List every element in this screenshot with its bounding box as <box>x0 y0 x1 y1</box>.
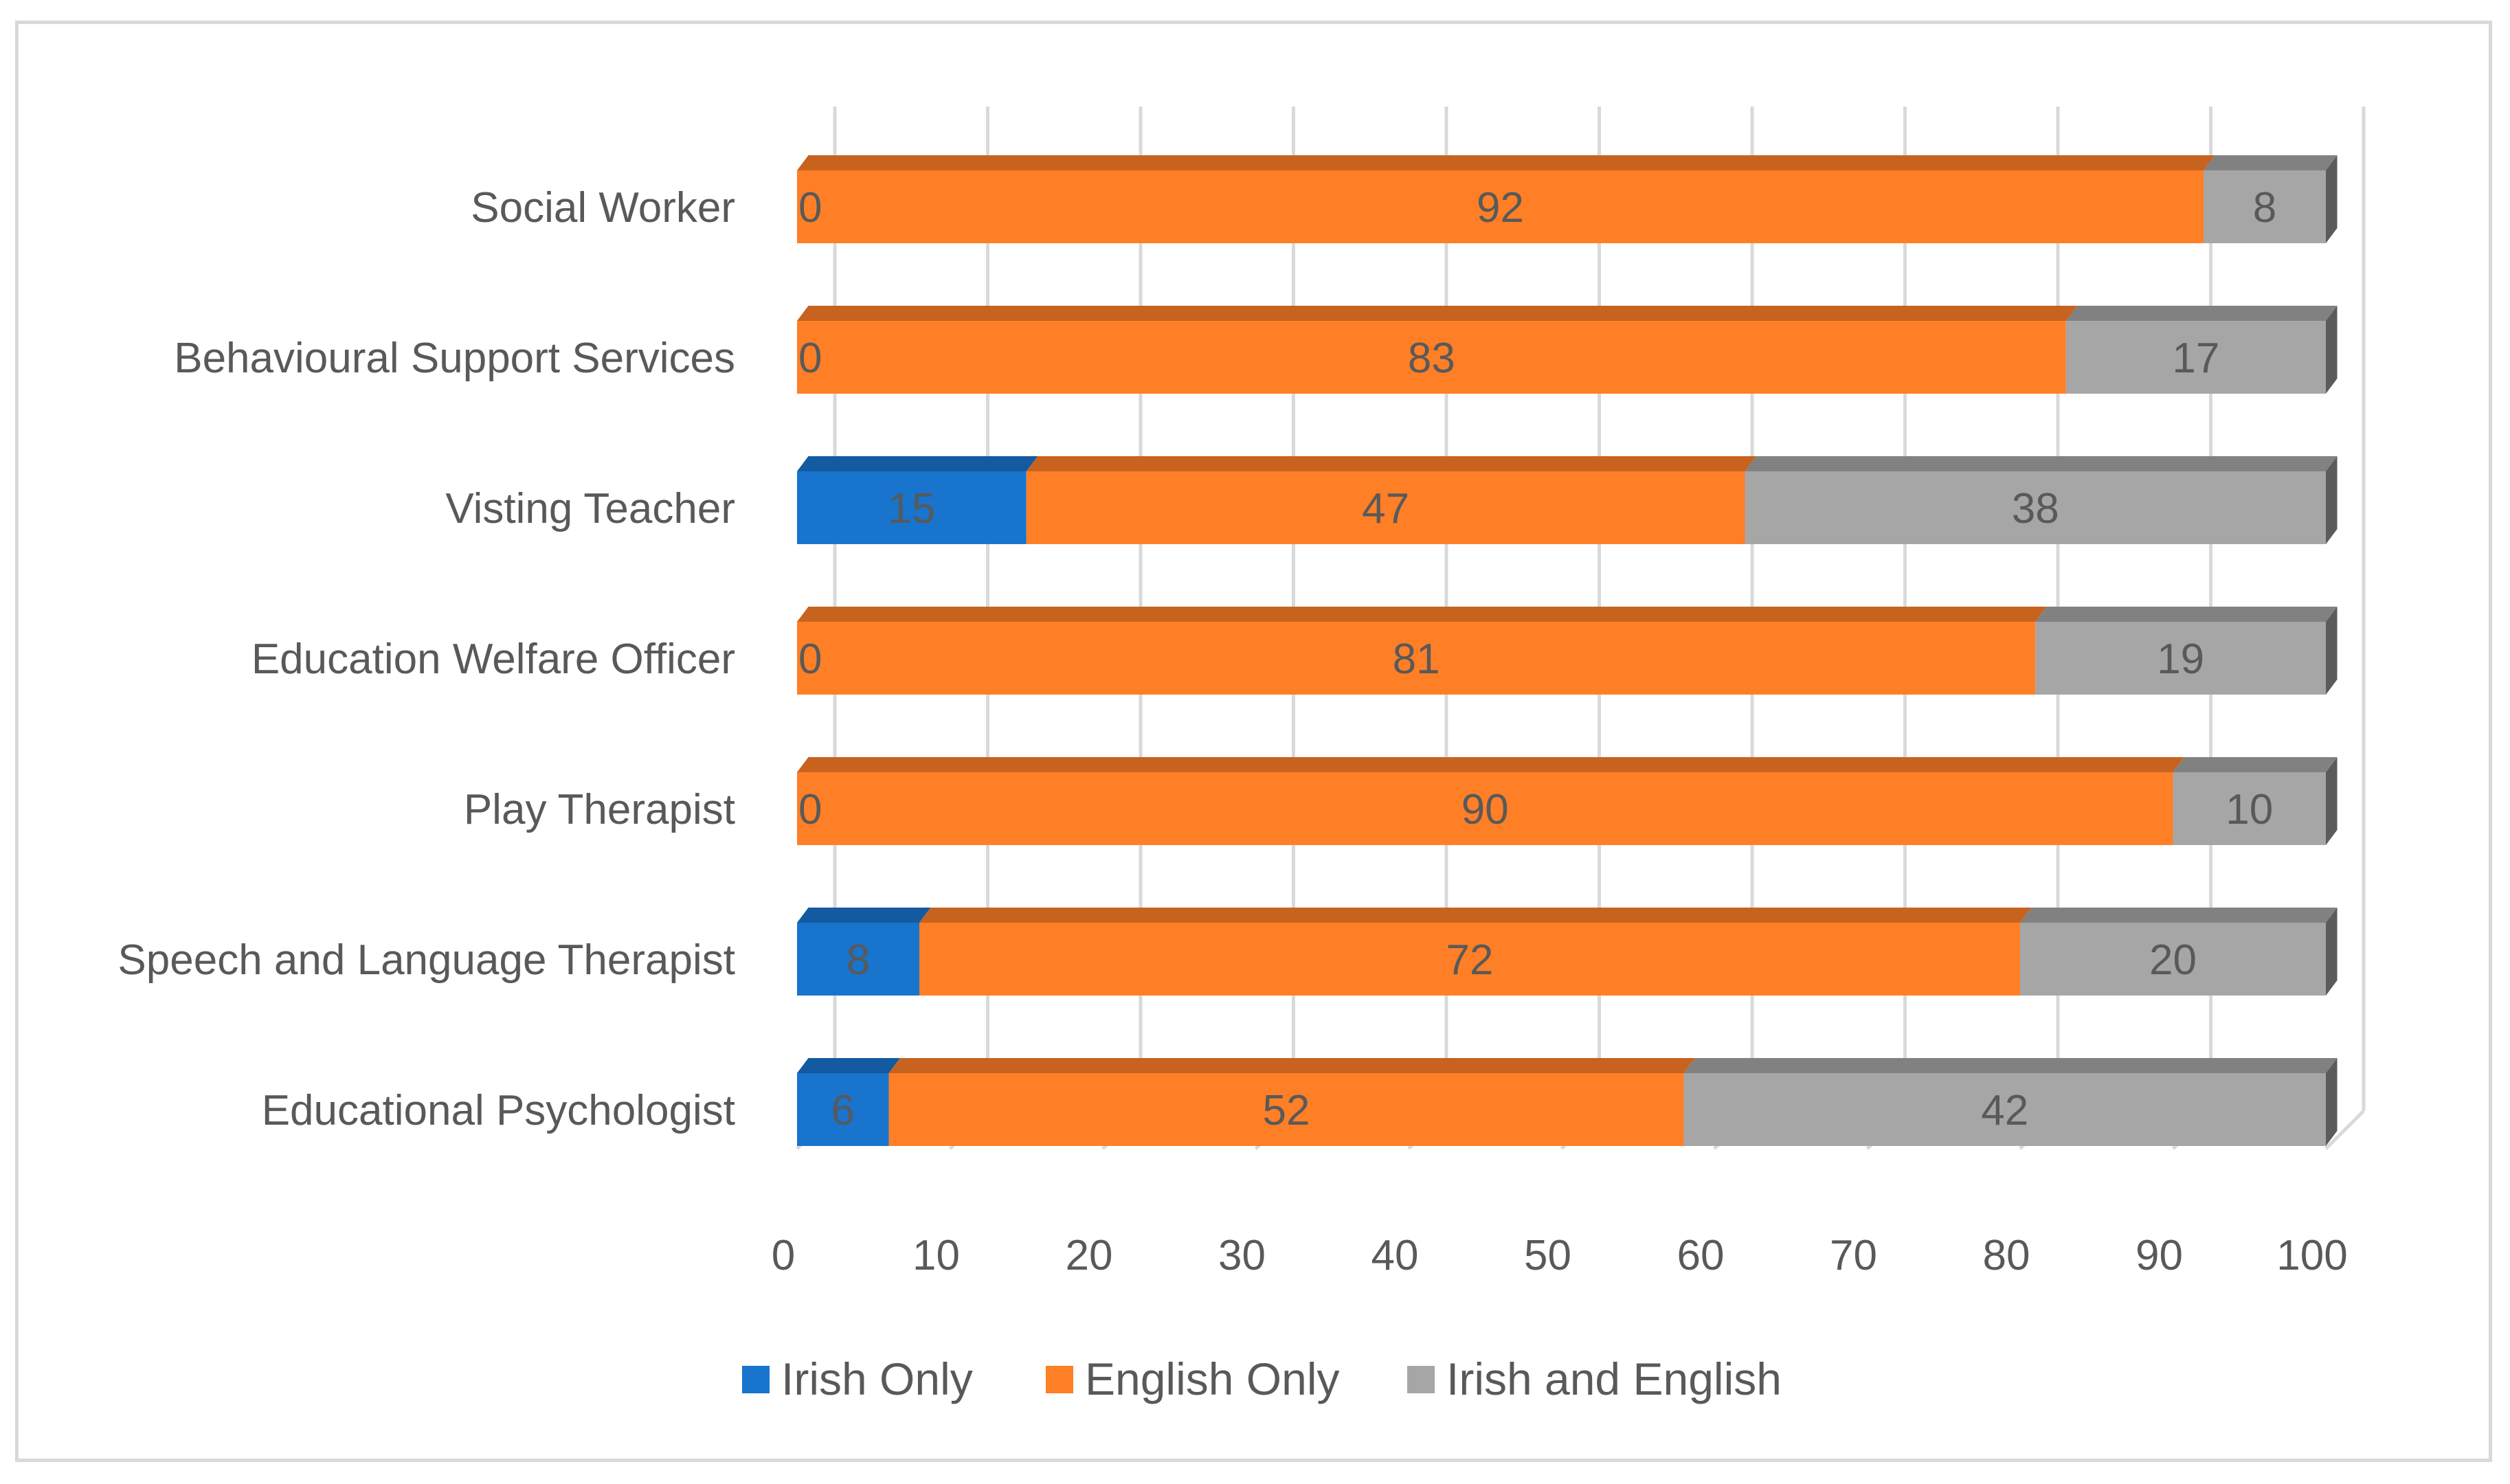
bar-top-face <box>888 1058 1695 1073</box>
legend-swatch <box>1046 1366 1073 1393</box>
data-label: 10 <box>2226 786 2273 833</box>
floor-gridline <box>2324 1110 2365 1150</box>
bar-segment <box>888 1073 1684 1146</box>
legend-label: Irish Only <box>781 1353 973 1404</box>
category-label: Behavioural Support Services <box>174 335 735 382</box>
bar-segment <box>797 923 919 996</box>
bar-segment <box>919 923 2020 996</box>
bar-side-face <box>2326 607 2338 695</box>
data-label: 0 <box>798 184 822 232</box>
x-tick-label: 100 <box>2276 1232 2347 1279</box>
bar-top-face <box>2065 306 2338 321</box>
x-tick-label: 20 <box>1066 1232 1113 1279</box>
x-tick-label: 10 <box>912 1232 960 1279</box>
bar-side-face <box>2326 456 2338 544</box>
bar-segment <box>2204 170 2326 243</box>
data-label: 20 <box>2149 936 2197 984</box>
labels-layer: 6 52 42 Educational Psychologist 8 72 20 Speech… <box>117 184 2276 1134</box>
bar-top-face <box>797 908 931 923</box>
data-label: 92 <box>1477 184 1524 232</box>
bar-top-face <box>797 306 2078 321</box>
x-tick-label: 30 <box>1218 1232 1266 1279</box>
x-tick-label: 40 <box>1371 1232 1419 1279</box>
category-label: Social Worker <box>471 184 735 232</box>
bar-segment <box>797 471 1027 544</box>
data-label: 72 <box>1446 936 1494 984</box>
legend: Irish Only English Only Irish and English <box>742 1353 1782 1404</box>
data-label: 15 <box>888 485 935 532</box>
data-label: 42 <box>1981 1087 2028 1134</box>
legend-swatch <box>1407 1366 1435 1393</box>
x-tick-label: 60 <box>1677 1232 1725 1279</box>
bar-segment <box>797 772 2173 845</box>
x-tick-label: 90 <box>2136 1232 2183 1279</box>
data-label: 8 <box>2253 184 2276 232</box>
bar-segment <box>797 1073 889 1146</box>
bar-segment <box>797 170 2204 243</box>
bar-segment <box>1026 471 1745 544</box>
data-label: 6 <box>831 1087 855 1134</box>
bar-top-face <box>2204 155 2338 170</box>
bar-top-face <box>797 1058 900 1073</box>
bar-top-face <box>797 456 1038 471</box>
bars-layer <box>797 155 2338 1146</box>
x-tick-label: 50 <box>1524 1232 1571 1279</box>
data-label: 19 <box>2157 636 2204 683</box>
legend-swatch <box>742 1366 770 1393</box>
legend-label: Irish and English <box>1446 1353 1782 1404</box>
bar-segment <box>797 622 2036 695</box>
x-tick-label: 80 <box>1983 1232 2030 1279</box>
bar-top-face <box>1683 1058 2338 1073</box>
bar-top-face <box>2173 757 2338 772</box>
data-label: 38 <box>2012 485 2059 532</box>
bar-top-face <box>797 757 2184 772</box>
bar-side-face <box>2326 1058 2338 1146</box>
bar-side-face <box>2326 155 2338 243</box>
data-label: 81 <box>1393 636 1440 683</box>
data-label: 0 <box>798 335 822 382</box>
bar-top-face <box>919 908 2032 923</box>
data-label: 17 <box>2172 335 2219 382</box>
category-label: Play Therapist <box>464 786 735 833</box>
bar-side-face <box>2326 306 2338 394</box>
bar-segment <box>2035 622 2326 695</box>
category-label: Education Welfare Officer <box>251 636 735 683</box>
category-label: Speech and Language Therapist <box>117 936 735 984</box>
bar-segment <box>2173 772 2326 845</box>
data-label: 47 <box>1362 485 1409 532</box>
data-label: 0 <box>798 786 822 833</box>
bar-segment <box>1745 471 2326 544</box>
data-label: 52 <box>1263 1087 1310 1134</box>
data-label: 0 <box>798 636 822 683</box>
category-label: Educational Psychologist <box>262 1087 735 1134</box>
chart-frame <box>15 21 2492 1462</box>
bar-top-face <box>2035 607 2338 622</box>
x-tick-label: 0 <box>772 1232 795 1279</box>
data-label: 8 <box>847 936 870 984</box>
data-label: 83 <box>1408 335 1455 382</box>
bar-side-face <box>2326 757 2338 845</box>
legend-label: English Only <box>1085 1353 1340 1404</box>
bar-top-face <box>797 607 2047 622</box>
bar-side-face <box>2326 908 2338 996</box>
x-tick-label: 70 <box>1830 1232 1877 1279</box>
bar-top-face <box>1026 456 1756 471</box>
bar-segment <box>1683 1073 2326 1146</box>
bar-top-face <box>1745 456 2338 471</box>
category-label: Visting Teacher <box>445 485 735 532</box>
bar-top-face <box>797 155 2215 170</box>
data-label: 90 <box>1461 786 1509 833</box>
bar-segment <box>2065 321 2326 394</box>
bar-segment <box>797 321 2066 394</box>
bar-segment <box>2020 923 2326 996</box>
bar-top-face <box>2020 908 2338 923</box>
